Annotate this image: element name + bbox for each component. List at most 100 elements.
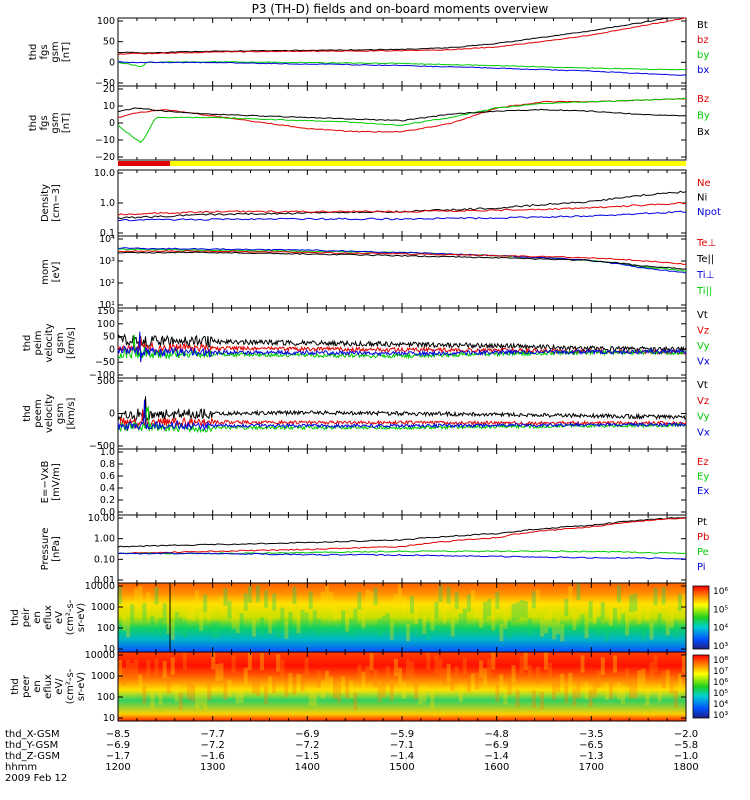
colorbar-tick-label: 10³	[713, 642, 728, 652]
spectrogram-texture	[288, 673, 293, 691]
spectrogram-texture	[669, 676, 674, 694]
spectrogram-texture	[182, 652, 187, 670]
legend-ti: Ti⊥	[696, 270, 714, 281]
row-label-hhmm: hhmm	[5, 762, 37, 773]
x-annotation-x-gsm: −8.5	[106, 729, 130, 740]
y-axis-label-line: sr-eV)	[76, 672, 87, 701]
spectrogram-texture	[328, 676, 333, 694]
series-pi-line	[117, 552, 687, 560]
spectrogram-texture	[410, 661, 415, 680]
spectrogram-texture	[564, 685, 569, 704]
spectrogram-texture	[134, 659, 139, 678]
spectrogram-texture	[544, 616, 548, 634]
spectrogram-texture	[669, 611, 674, 629]
y-axis-label-line: thd	[28, 115, 39, 132]
y-axis-label-line: peim	[33, 330, 44, 355]
spectrogram-texture	[507, 677, 512, 695]
spectrogram-texture	[393, 659, 398, 677]
panel-frame	[117, 85, 687, 161]
spectrogram-texture	[357, 664, 362, 682]
spectrogram-texture	[377, 618, 382, 636]
spectrogram-texture	[373, 669, 378, 688]
series-bz-line	[117, 17, 687, 55]
y-tick-label: 10⁴	[99, 234, 115, 245]
panel-p2: 20 10 0 −10 −20 thd fgs gsm [nT] Bz By Bx	[28, 84, 710, 163]
x-annotation-y-gsm: −6.5	[579, 740, 603, 751]
spectrogram-texture	[268, 676, 273, 694]
spectrogram-texture	[617, 682, 622, 700]
spectrogram-texture	[600, 602, 605, 620]
x-annotation-z-gsm: −1.5	[295, 751, 319, 762]
spectrogram-texture	[174, 612, 179, 630]
y-axis-label-line: [mV/m]	[51, 463, 62, 501]
spectrogram-texture	[406, 659, 411, 677]
legend-vx: Vx	[697, 427, 710, 438]
spectrogram-texture	[365, 665, 370, 683]
colorbar-tick-label: 10⁶	[713, 587, 728, 597]
series-bx-line	[117, 107, 687, 122]
spectrogram-texture	[158, 618, 163, 636]
spectrogram-texture	[292, 586, 297, 605]
spectrogram-texture	[235, 615, 240, 633]
spectrogram-texture	[191, 684, 196, 703]
spectrogram-texture	[215, 621, 220, 639]
spectrogram-texture	[604, 624, 609, 642]
spectrogram-texture	[535, 666, 540, 684]
spectrogram-texture	[300, 609, 305, 628]
spectrogram-texture	[154, 658, 159, 677]
spectrogram-texture	[170, 657, 175, 675]
spectrogram-texture	[284, 679, 289, 698]
x-annotation-z-gsm: −1.4	[485, 751, 509, 762]
spectrogram-texture	[308, 687, 313, 705]
spectrogram-texture	[292, 677, 297, 695]
spectrogram-texture	[426, 652, 431, 670]
spectrogram-texture	[118, 586, 122, 605]
spectrogram-texture	[239, 685, 244, 704]
spectrogram-texture	[304, 658, 309, 676]
spectrogram-texture	[300, 674, 305, 692]
y-tick-label: 1.00	[94, 534, 115, 545]
spectrogram-texture	[475, 600, 480, 619]
y-axis-label-line: (cm²-s-	[65, 599, 76, 635]
y-axis-label-line: gsm	[55, 332, 66, 353]
spectrogram-texture	[337, 602, 342, 620]
spectrogram-texture	[637, 606, 642, 624]
spectrogram-texture	[255, 585, 260, 603]
status-bar-red	[118, 161, 170, 166]
spectrogram-texture	[491, 613, 496, 631]
spectrogram-texture	[560, 673, 565, 692]
spectrogram-texture	[657, 684, 662, 702]
y-axis-label-line: gsm	[50, 41, 61, 62]
legend-vx: Vx	[697, 357, 710, 368]
spectrogram-texture	[466, 594, 471, 612]
spectrogram-texture	[499, 674, 504, 692]
spectrogram-texture	[227, 679, 232, 697]
spectrogram-texture	[479, 660, 484, 678]
spectrogram-texture	[410, 596, 415, 614]
legend-ti: Ti||	[696, 286, 712, 297]
spectrogram-texture	[142, 603, 147, 621]
spectrogram-texture	[260, 652, 264, 671]
x-annotation-y-gsm: −6.9	[106, 740, 130, 751]
y-tick-label: 500	[97, 376, 115, 387]
spectrogram-texture	[182, 620, 187, 638]
spectrogram-texture	[178, 692, 183, 710]
y-axis-label-line: fgs	[39, 115, 50, 130]
series-vy-line	[117, 406, 686, 434]
spectrogram-texture	[402, 681, 406, 699]
spectrogram-texture	[612, 655, 617, 673]
x-annotation-hhmm: 1200	[105, 762, 130, 773]
panel-p1: 100 50 0 −50 thd fgs gsm [nT] Bt bz by bx	[28, 16, 709, 89]
panel-frame	[117, 448, 687, 516]
spectrogram-texture	[385, 613, 390, 631]
spectrogram-texture	[446, 586, 451, 604]
x-annotation-hhmm: 1800	[673, 762, 698, 773]
series-vz-line	[117, 409, 687, 430]
spectrogram-texture	[308, 591, 313, 609]
spectrogram-texture	[186, 682, 191, 700]
spectrogram-texture	[150, 691, 155, 709]
y-tick-label: 150	[97, 306, 115, 317]
spectrogram-texture	[625, 618, 630, 636]
